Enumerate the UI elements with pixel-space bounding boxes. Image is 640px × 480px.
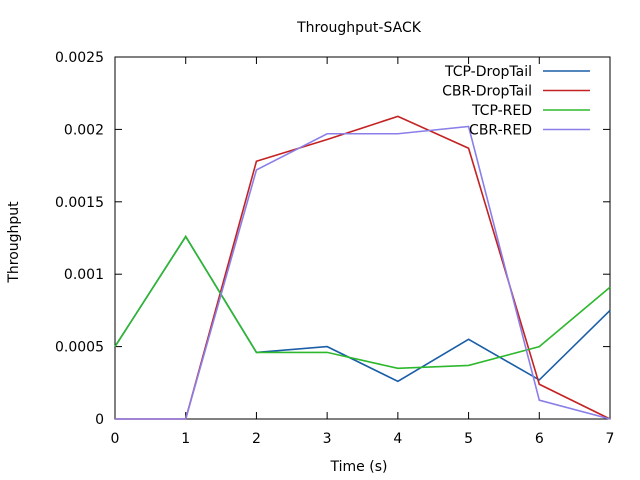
legend-label-cbr-droptail: CBR-DropTail <box>442 84 532 100</box>
x-tick-label: 3 <box>323 431 332 447</box>
legend-label-cbr-red: CBR-RED <box>469 123 532 139</box>
x-tick-label: 5 <box>464 431 473 447</box>
legend-label-tcp-red: TCP-RED <box>471 103 532 119</box>
y-axis-label: Throughput <box>6 201 22 284</box>
legend-label-tcp-droptail: TCP-DropTail <box>444 64 532 80</box>
x-tick-label: 6 <box>535 431 544 447</box>
series-line-tcp-red <box>114 235 611 370</box>
y-tick-label: 0.0005 <box>55 340 104 356</box>
y-tick-label: 0.002 <box>64 122 104 138</box>
legend: TCP-DropTail CBR-DropTail TCP-RED CBR-RED <box>442 64 590 139</box>
plot-frame <box>114 56 611 420</box>
x-tick-label: 7 <box>606 431 615 447</box>
y-tick-label: 0.0015 <box>55 195 104 211</box>
x-tick-label: 0 <box>111 431 120 447</box>
x-axis-label: Time (s) <box>330 459 388 475</box>
y-tick-label: 0.0025 <box>55 50 104 66</box>
chart-title: Throughput-SACK <box>296 20 422 36</box>
y-tick-label: 0 <box>95 412 104 428</box>
x-tick-label: 2 <box>252 431 261 447</box>
series-line-cbr-red <box>115 125 611 420</box>
plot-area: 0 0.0005 0.001 0.0015 0.002 0.0025 0 1 2 3 4 5 6 7 <box>55 50 614 447</box>
series-line-cbr-droptail <box>115 115 611 420</box>
x-tick-label: 4 <box>393 431 402 447</box>
x-tick-label: 1 <box>181 431 190 447</box>
y-tick-label: 0.001 <box>64 267 104 283</box>
